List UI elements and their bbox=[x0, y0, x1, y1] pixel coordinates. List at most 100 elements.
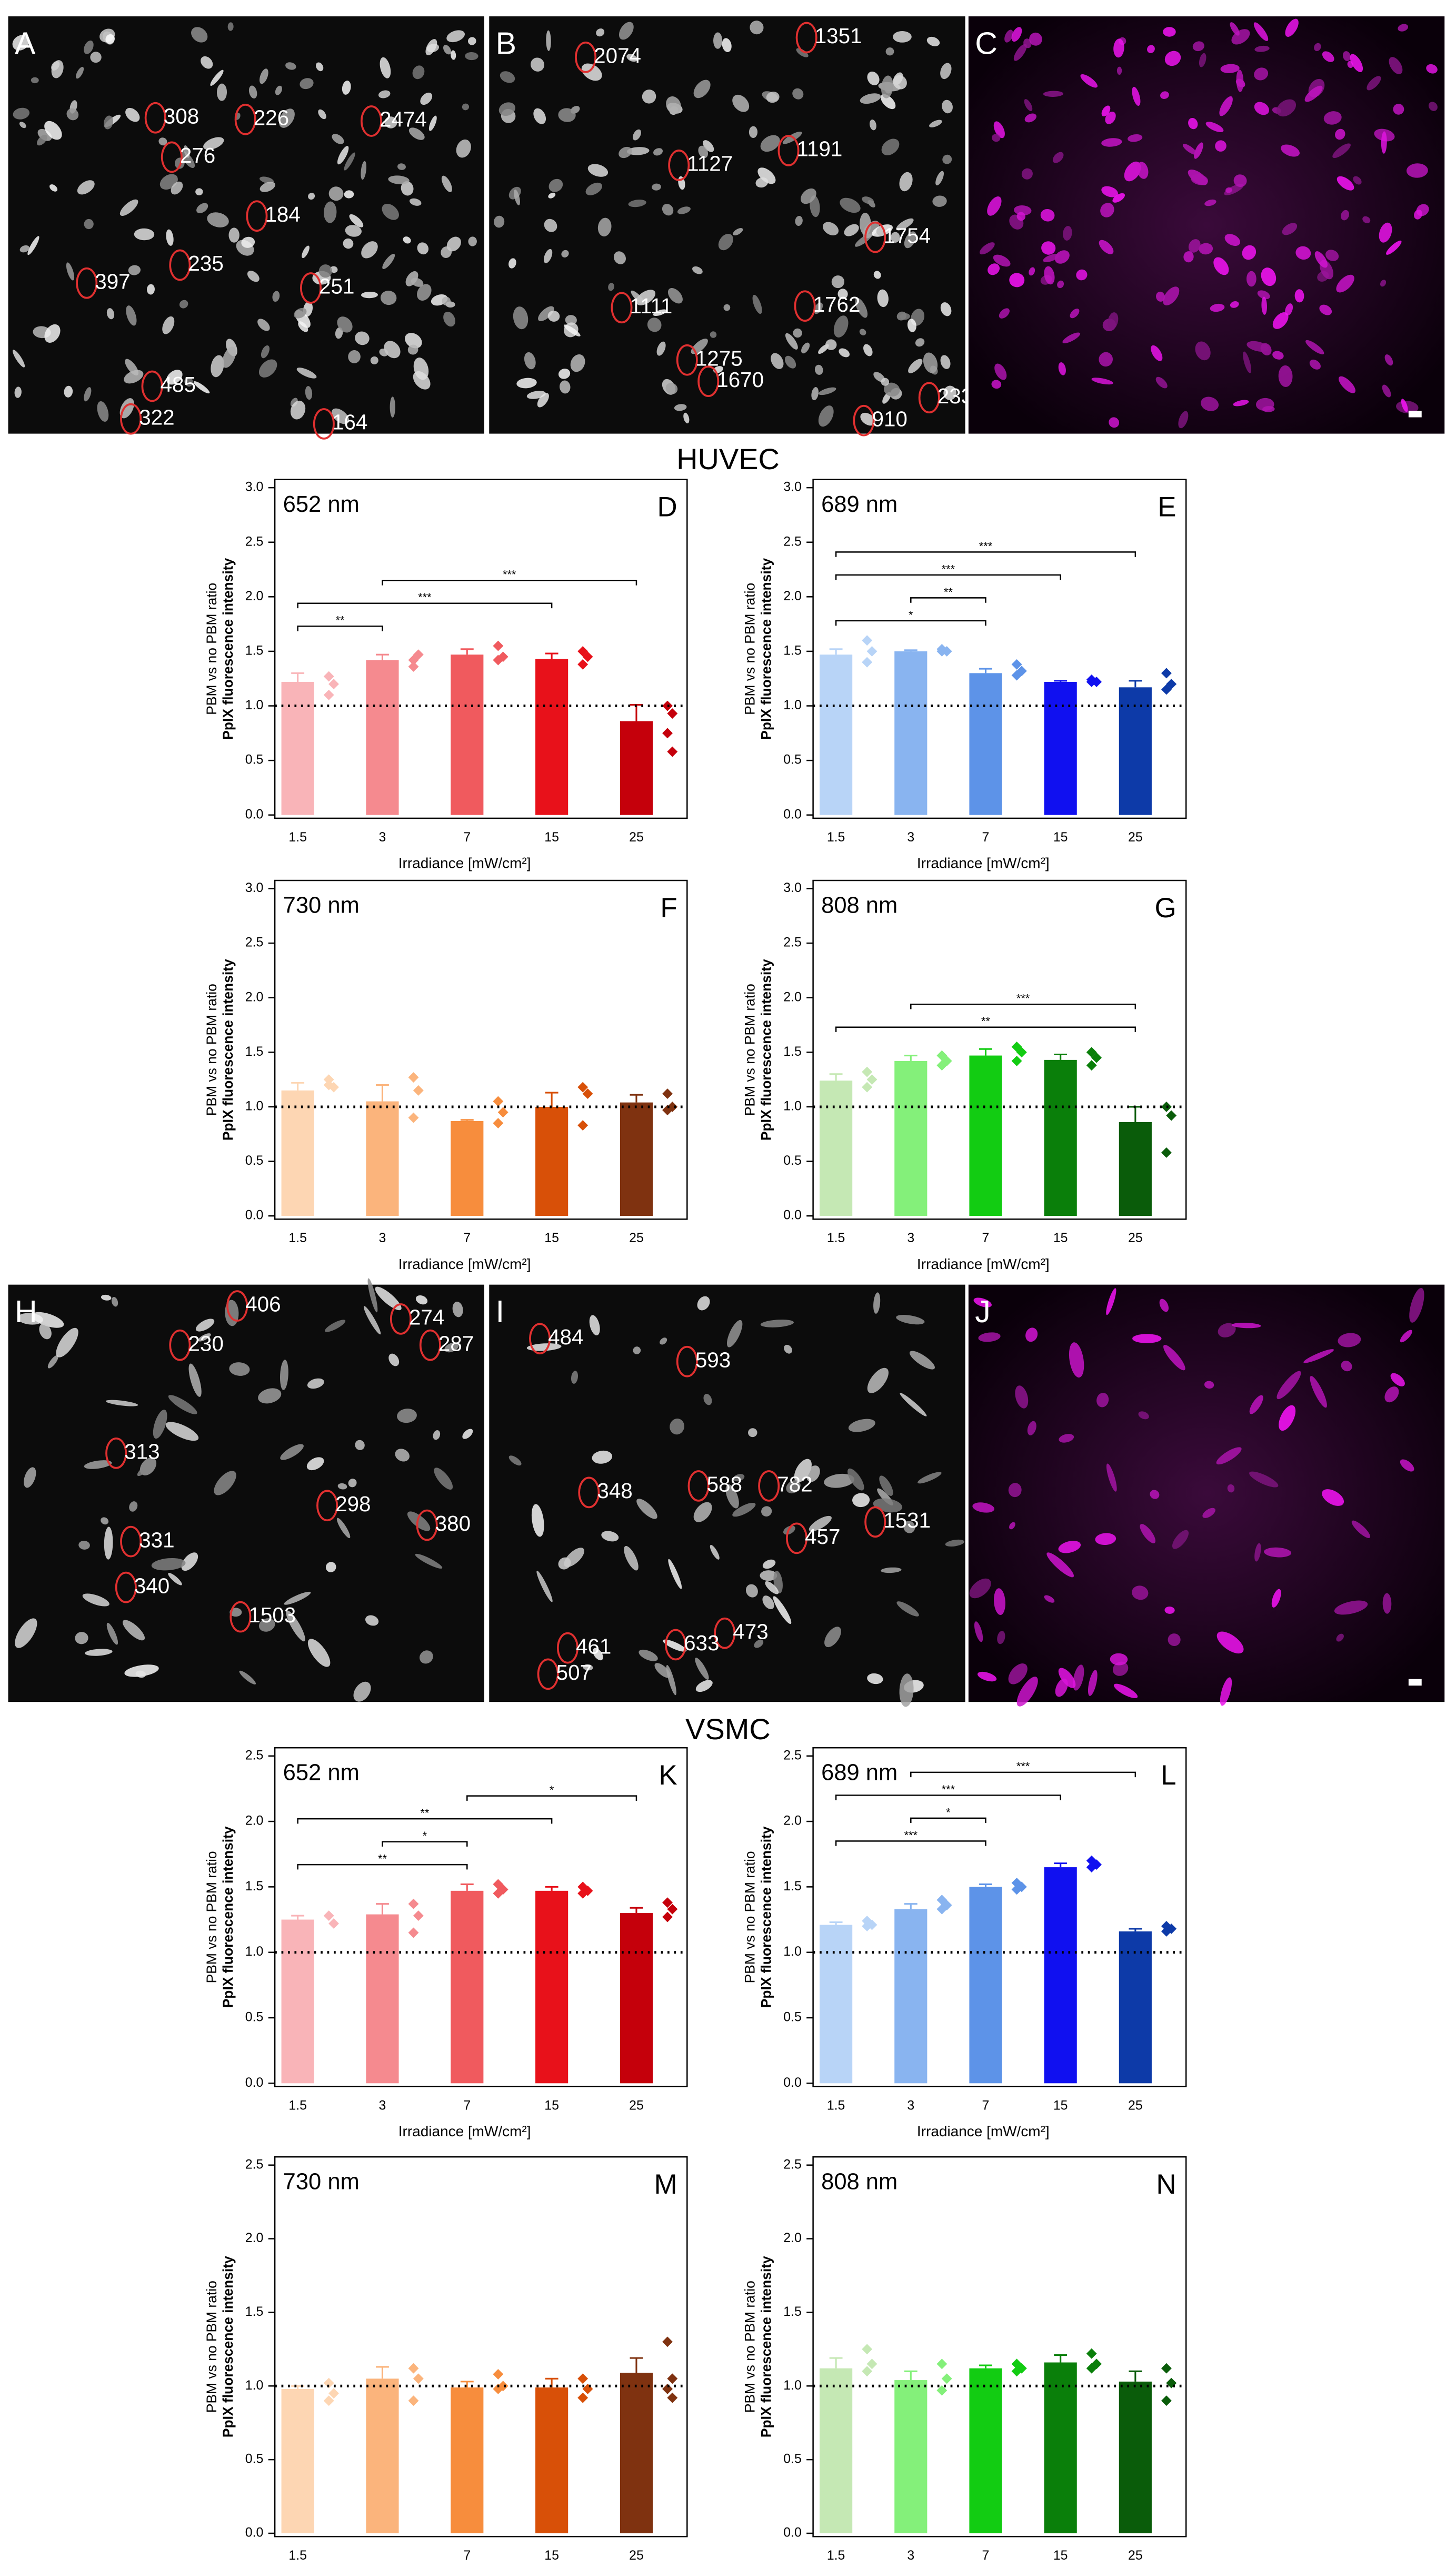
cell bbox=[732, 1502, 756, 1517]
cell bbox=[1159, 1299, 1169, 1312]
significance-label: ** bbox=[944, 586, 953, 599]
error-bar bbox=[1054, 2354, 1068, 2363]
significance-bracket bbox=[835, 574, 1061, 580]
cell bbox=[1128, 134, 1143, 142]
cell-outline bbox=[786, 1522, 808, 1554]
cell bbox=[1058, 1541, 1081, 1553]
cell bbox=[1401, 399, 1408, 412]
cell bbox=[1323, 111, 1342, 125]
cell bbox=[318, 109, 326, 120]
cell bbox=[855, 298, 868, 318]
bar bbox=[1119, 1931, 1152, 2084]
y-tick-label: 1.5 bbox=[783, 1879, 802, 1894]
bar bbox=[1119, 2381, 1152, 2533]
significance-label: *** bbox=[418, 591, 432, 604]
cell bbox=[801, 188, 816, 204]
cell bbox=[1147, 45, 1155, 53]
panel-letter: J bbox=[975, 1294, 991, 1329]
cell bbox=[462, 103, 470, 111]
bar bbox=[894, 651, 928, 815]
bar bbox=[620, 2373, 653, 2533]
y-axis-label: PpIX fluorescence intensity bbox=[759, 959, 774, 1141]
significance-bracket bbox=[910, 597, 986, 603]
cell bbox=[1224, 234, 1241, 246]
cell bbox=[1088, 1670, 1098, 1696]
x-tick-label: 1.5 bbox=[827, 830, 845, 845]
bar bbox=[1119, 687, 1152, 815]
cell bbox=[325, 1320, 346, 1332]
bar bbox=[969, 1055, 1002, 1216]
y-tick-label: 0.0 bbox=[783, 1208, 802, 1223]
data-point bbox=[577, 2373, 589, 2384]
cell-outline bbox=[161, 141, 183, 173]
y-tick-label: 3.0 bbox=[245, 480, 264, 494]
cell bbox=[1254, 45, 1270, 52]
cell bbox=[1254, 1543, 1261, 1562]
cell bbox=[601, 1531, 619, 1542]
cell bbox=[809, 1515, 832, 1532]
cell-outline bbox=[300, 272, 322, 304]
x-tick-label: 3 bbox=[907, 2548, 914, 2563]
data-point bbox=[323, 2395, 334, 2406]
cell-outline bbox=[105, 1437, 127, 1469]
y-tick-label: 1.0 bbox=[783, 1099, 802, 1114]
data-point bbox=[493, 2368, 504, 2380]
cell bbox=[465, 52, 478, 61]
cell bbox=[316, 62, 324, 72]
cell bbox=[15, 1618, 37, 1648]
cell bbox=[411, 277, 424, 287]
cell bbox=[1285, 303, 1293, 316]
cell bbox=[1132, 1334, 1162, 1343]
cell bbox=[1218, 1323, 1236, 1337]
cell bbox=[726, 1320, 743, 1347]
x-tick-label: 1.5 bbox=[288, 2098, 307, 2113]
cell bbox=[137, 1464, 150, 1476]
x-tick-label: 15 bbox=[1053, 1231, 1068, 1245]
chart-title: 808 nm bbox=[821, 2169, 897, 2194]
cell-outline bbox=[795, 22, 817, 54]
cell bbox=[1041, 241, 1056, 255]
data-point bbox=[413, 1910, 424, 1921]
cell bbox=[999, 308, 1010, 319]
cell bbox=[166, 229, 174, 246]
significance-label: *** bbox=[1016, 1760, 1030, 1773]
data-point bbox=[408, 2395, 419, 2406]
significance-bracket bbox=[297, 1818, 553, 1824]
data-point bbox=[577, 1120, 589, 1131]
y-axis-label: PBM vs no PBM ratio bbox=[742, 2281, 757, 2413]
cell bbox=[32, 1312, 64, 1328]
bar bbox=[451, 1121, 484, 1216]
data-point bbox=[323, 1910, 334, 1921]
cell bbox=[337, 316, 353, 333]
cell bbox=[44, 121, 62, 140]
cell bbox=[1113, 38, 1124, 58]
cell bbox=[666, 96, 681, 114]
cell bbox=[106, 1622, 118, 1645]
cell-outline bbox=[668, 150, 690, 181]
cell bbox=[308, 193, 315, 200]
data-point bbox=[493, 1096, 504, 1107]
cell bbox=[105, 34, 115, 44]
cell bbox=[1194, 142, 1203, 159]
cell bbox=[749, 126, 758, 138]
cell-label: 406 bbox=[245, 1292, 281, 1316]
data-point bbox=[1011, 1877, 1022, 1888]
cell bbox=[581, 63, 602, 81]
cell-outline bbox=[758, 1470, 780, 1502]
cell bbox=[636, 1499, 657, 1519]
cell bbox=[619, 22, 634, 40]
cell bbox=[375, 1286, 402, 1311]
cell bbox=[179, 300, 188, 309]
y-tick-label: 0.0 bbox=[783, 2525, 802, 2540]
cell bbox=[1069, 1342, 1084, 1378]
data-point bbox=[493, 640, 504, 651]
x-tick-label: 7 bbox=[982, 830, 990, 845]
data-point bbox=[1011, 1055, 1022, 1066]
cell bbox=[703, 140, 714, 152]
cell bbox=[1112, 1661, 1129, 1676]
data-point bbox=[408, 2363, 419, 2374]
cell-label: 633 bbox=[684, 1631, 719, 1655]
y-tick-label: 3.0 bbox=[783, 880, 802, 895]
error-bar bbox=[1054, 680, 1068, 682]
